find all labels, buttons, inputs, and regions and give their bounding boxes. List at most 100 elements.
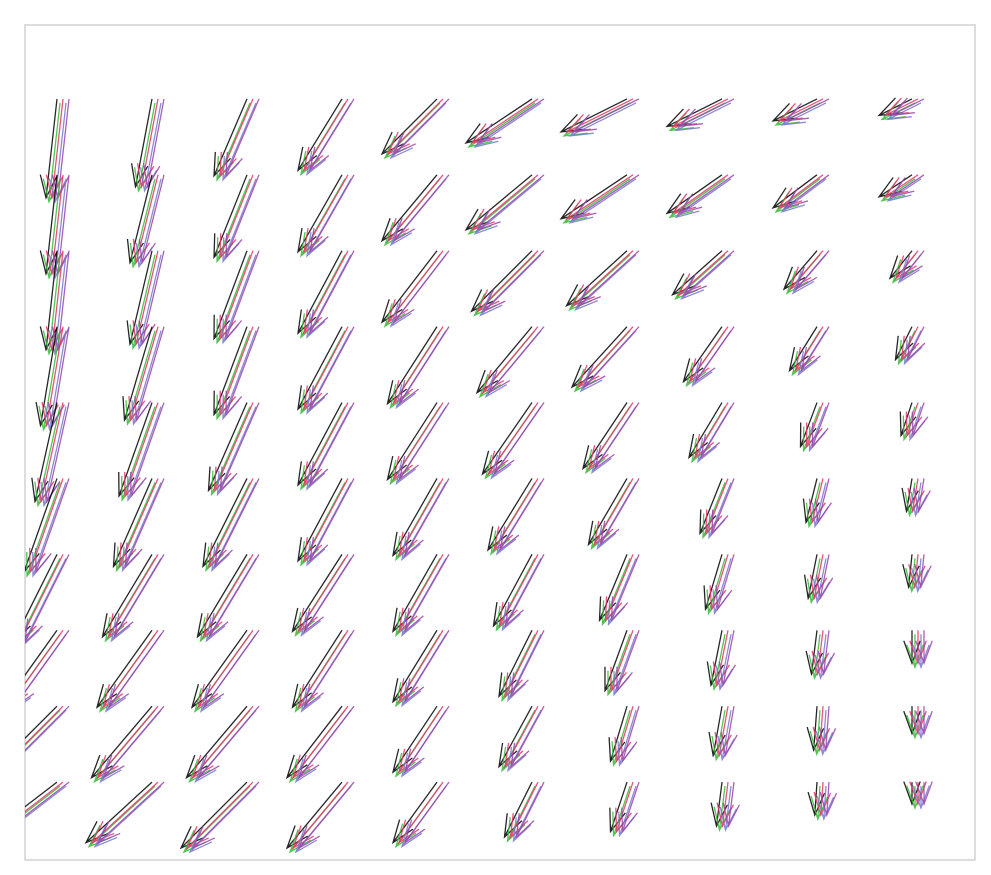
arrow [720,706,738,758]
arrow [188,785,257,854]
arrow [577,250,640,308]
arrow [142,98,165,189]
arrow [25,781,58,808]
arrow [48,254,67,356]
arrow [915,630,933,666]
arrow [309,98,355,173]
arrow [510,629,545,698]
arrow [35,478,70,574]
arrow [306,406,352,491]
arrow [479,254,542,317]
arrow [914,554,932,590]
arrow [510,705,545,769]
arrow [610,554,640,623]
arrow [582,326,640,389]
arrow [398,402,450,482]
arrow [677,174,735,215]
arrow [113,554,165,639]
arrow [197,705,260,780]
arrow [25,554,58,632]
arrow [507,709,542,773]
arrow [208,554,260,639]
arrow [512,785,542,843]
arrow [620,705,640,763]
arrow [389,102,447,160]
arrow [309,174,355,254]
arrow [303,554,355,633]
arrow [499,478,545,552]
arrow [694,326,735,384]
arrow [214,478,260,569]
arrow [621,781,640,834]
arrow [722,782,741,828]
arrow [915,781,933,806]
arrow [816,786,835,821]
arrow [507,633,542,702]
arrow [309,402,355,487]
arrow [404,554,450,634]
arrow [225,326,260,417]
arrow [43,402,70,504]
arrow [25,785,61,814]
arrow [297,705,355,780]
arrow [476,98,545,144]
arrow [718,630,737,688]
arrow [392,250,450,324]
arrow [476,174,545,232]
arrow [96,781,165,844]
arrow [297,781,355,850]
arrow [818,706,837,753]
arrow [211,482,257,573]
arrow [515,781,545,839]
arrow [700,402,735,460]
arrow [138,174,165,265]
arrow [25,705,64,746]
arrow [398,326,450,406]
arrow [493,402,545,476]
arrow [814,634,833,681]
arrow [815,710,834,757]
arrow [25,629,70,701]
arrow [303,629,355,709]
arrow [403,705,450,774]
arrow [392,174,450,243]
arrow [504,554,545,628]
arrow [25,558,67,645]
arrow [107,629,165,709]
arrow [93,785,162,848]
arrow [501,558,542,632]
arrow [811,402,830,449]
arrow [306,482,352,567]
arrow [599,478,640,547]
arrow [309,326,355,411]
arrow [487,326,545,395]
arrow [593,402,640,471]
arrow [25,705,58,740]
arrow [571,98,640,133]
arrow [309,478,355,563]
arrow [306,254,352,339]
arrow [911,558,929,594]
arrow [711,478,735,536]
arrow [25,554,70,644]
arrow [134,326,165,422]
arrow [124,478,165,569]
arrow [25,705,70,763]
arrow [889,97,925,117]
arrow [783,98,830,122]
arrow [819,782,838,817]
arrow [889,174,925,198]
arrow [912,634,930,670]
arrow [225,174,260,260]
arrow [309,250,355,335]
arrow [814,478,832,525]
arrow [25,629,58,677]
arrow [191,781,260,850]
arrow [403,781,450,845]
arrow [404,629,450,704]
arrow [25,785,67,819]
arrow [616,630,640,693]
arrow [25,709,67,753]
